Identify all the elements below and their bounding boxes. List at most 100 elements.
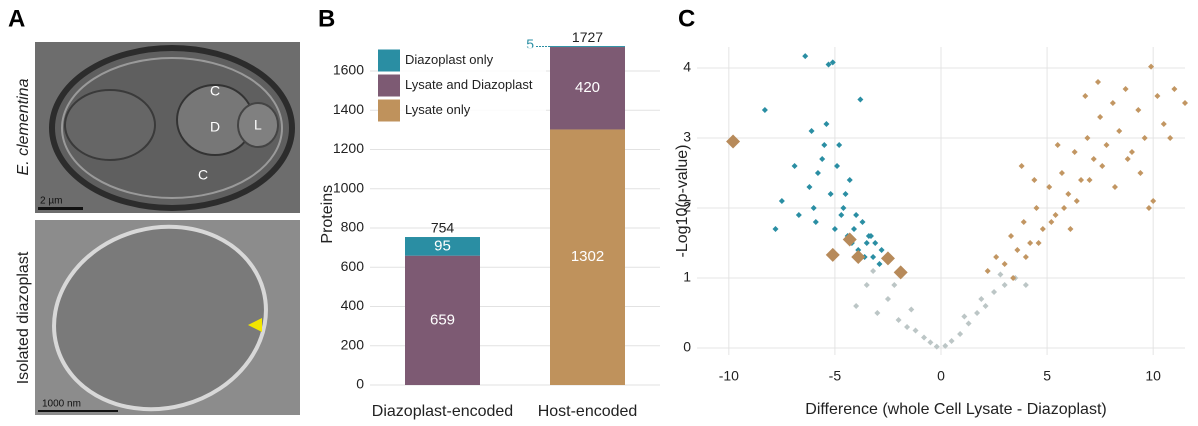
- point: [948, 338, 955, 344]
- point: [893, 265, 908, 280]
- point: [876, 261, 883, 267]
- point: [1090, 156, 1097, 162]
- y-axis-label: Proteins: [319, 185, 336, 244]
- point: [802, 53, 809, 60]
- point: [838, 212, 845, 218]
- point: [1111, 184, 1118, 190]
- bar-segment: [550, 129, 625, 385]
- legend-swatch: [378, 74, 400, 97]
- point: [819, 156, 826, 162]
- legend-label: Lysate only: [405, 102, 471, 117]
- point: [878, 247, 885, 253]
- point: [880, 251, 895, 266]
- y-tick-label: 1: [683, 269, 691, 285]
- point: [1001, 261, 1008, 267]
- y-tick-label: 800: [341, 219, 365, 235]
- point: [1071, 149, 1078, 155]
- y-tick-label: 3: [683, 129, 691, 145]
- point: [1103, 142, 1110, 148]
- point: [863, 240, 870, 246]
- point: [1099, 163, 1106, 169]
- y-tick-label: 4: [683, 59, 691, 75]
- point: [808, 128, 815, 134]
- legend-label: Diazoplast only: [405, 52, 494, 67]
- point: [726, 134, 741, 149]
- point: [772, 226, 779, 232]
- point: [795, 212, 802, 218]
- micro-label: L: [254, 117, 262, 133]
- point: [1116, 128, 1123, 134]
- y-tick-label: 400: [341, 297, 365, 313]
- legend-swatch: [378, 99, 400, 122]
- panel-label: C: [678, 5, 695, 32]
- point: [853, 303, 860, 309]
- point: [1154, 93, 1161, 99]
- total-label: 1727: [572, 29, 603, 45]
- point: [884, 296, 891, 302]
- bar-segment: [550, 46, 625, 48]
- bar-segment: [550, 47, 625, 130]
- point: [870, 268, 877, 274]
- micro-label: C: [210, 83, 220, 99]
- point: [829, 59, 836, 66]
- point: [1167, 135, 1174, 141]
- y-axis-label: -Log10(p-value): [674, 145, 691, 258]
- y-tick-label: 200: [341, 336, 365, 352]
- point: [1061, 205, 1068, 211]
- point: [991, 289, 998, 295]
- point: [1109, 100, 1116, 106]
- x-tick-label: Diazoplast-encoded: [372, 403, 513, 420]
- micrograph-bottom: 1000 nm: [35, 220, 300, 415]
- scale-bar-label: 2 µm: [40, 196, 62, 207]
- side-label: Isolated diazoplast: [15, 251, 32, 384]
- point: [895, 317, 902, 323]
- point: [1058, 170, 1065, 176]
- x-axis-label: Difference (whole Cell Lysate - Diazopla…: [805, 401, 1106, 418]
- point: [1048, 219, 1055, 225]
- point: [891, 282, 898, 288]
- point: [853, 212, 860, 218]
- point: [761, 107, 768, 113]
- point: [1010, 275, 1017, 281]
- point: [836, 142, 843, 148]
- point: [827, 191, 834, 197]
- point: [984, 268, 991, 274]
- micrograph-top: C D L C 2 µm: [35, 42, 300, 213]
- point: [814, 170, 821, 176]
- point: [859, 219, 866, 225]
- point: [825, 247, 840, 262]
- point: [912, 327, 919, 334]
- data-label: 5: [526, 36, 534, 52]
- data-label: 420: [575, 79, 600, 96]
- point: [1128, 149, 1135, 155]
- point: [1065, 191, 1072, 197]
- y-tick-label: 1000: [333, 179, 364, 195]
- micro-label: C: [198, 167, 208, 183]
- micro-label: D: [210, 119, 220, 135]
- point: [812, 219, 819, 225]
- point: [927, 339, 934, 346]
- point: [982, 303, 989, 309]
- point: [1020, 219, 1027, 225]
- point: [942, 342, 949, 349]
- point: [1160, 121, 1167, 127]
- point: [1014, 247, 1021, 253]
- point: [957, 331, 964, 337]
- x-tick-label: 5: [1043, 368, 1051, 384]
- y-tick-label: 0: [356, 376, 364, 392]
- point: [1148, 63, 1155, 70]
- point: [1141, 135, 1148, 141]
- point: [904, 324, 911, 330]
- point: [857, 96, 864, 103]
- point: [1124, 156, 1131, 162]
- point: [1046, 184, 1053, 190]
- point: [851, 250, 866, 264]
- point: [867, 233, 874, 239]
- point: [978, 296, 985, 302]
- point: [870, 254, 877, 260]
- point: [1135, 107, 1142, 113]
- point: [831, 226, 838, 232]
- point: [1122, 86, 1129, 92]
- side-label: E. clementina: [15, 78, 32, 175]
- point: [1054, 142, 1061, 148]
